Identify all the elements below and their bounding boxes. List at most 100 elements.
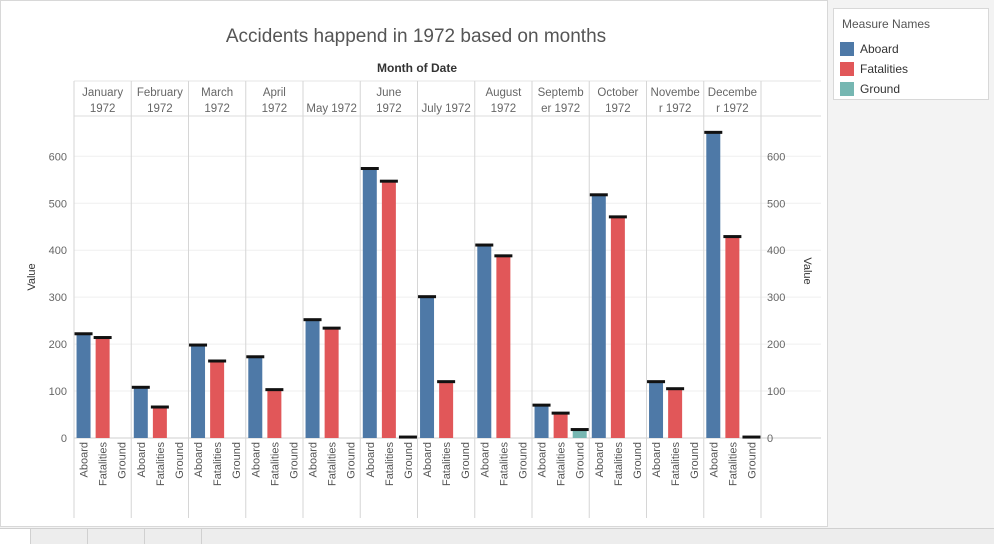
x-tick-label: Aboard bbox=[136, 442, 148, 477]
y-tick-label-left: 0 bbox=[61, 433, 67, 445]
x-tick-label: Ground bbox=[746, 442, 758, 479]
y-axis-label-right: Value bbox=[801, 257, 813, 284]
x-tick-label: Aboard bbox=[594, 442, 606, 477]
x-tick-label: Ground bbox=[460, 442, 472, 479]
legend-swatch-aboard bbox=[840, 42, 854, 56]
y-tick-label-left: 600 bbox=[49, 151, 67, 163]
bar-reference-line bbox=[437, 380, 456, 384]
x-tick-label: Fatalities bbox=[727, 442, 739, 487]
legend-label-aboard: Aboard bbox=[860, 42, 899, 56]
y-tick-label-right: 500 bbox=[767, 198, 785, 210]
legend: Measure Names Aboard Fatalities Ground bbox=[833, 8, 989, 100]
bar-fatalities bbox=[324, 328, 339, 438]
x-tick-label: Ground bbox=[117, 442, 129, 479]
y-tick-label-right: 600 bbox=[767, 151, 785, 163]
x-tick-label: Fatalities bbox=[556, 442, 568, 487]
bar-aboard bbox=[191, 345, 206, 438]
bar-fatalities bbox=[496, 255, 511, 438]
x-tick-label: Fatalities bbox=[327, 442, 339, 487]
bar-reference-line bbox=[666, 387, 685, 391]
x-tick-label: Ground bbox=[346, 442, 358, 479]
bar-reference-line bbox=[208, 359, 227, 363]
y-tick-label-right: 100 bbox=[767, 386, 785, 398]
bar-reference-line bbox=[74, 332, 93, 336]
chart-title: Accidents happend in 1972 based on month… bbox=[226, 26, 606, 47]
bar-aboard bbox=[706, 132, 721, 438]
bar-fatalities bbox=[553, 413, 568, 438]
sheet-tab[interactable] bbox=[30, 529, 88, 544]
bar-reference-line bbox=[93, 336, 112, 340]
x-tick-label: Ground bbox=[575, 442, 587, 479]
x-tick-label: Fatalities bbox=[613, 442, 625, 487]
sheet-tab-bar bbox=[0, 528, 994, 544]
bar-aboard bbox=[133, 387, 148, 438]
month-header: June bbox=[376, 87, 401, 99]
bar-reference-line bbox=[189, 343, 208, 347]
bar-aboard bbox=[305, 319, 320, 438]
bar-fatalities bbox=[668, 388, 683, 438]
month-header: 1972 bbox=[204, 103, 230, 115]
x-tick-label: Aboard bbox=[250, 442, 262, 477]
x-tick-label: Ground bbox=[632, 442, 644, 479]
x-tick-label: Fatalities bbox=[498, 442, 510, 487]
bar-reference-line bbox=[418, 295, 437, 299]
legend-item-fatalities[interactable]: Fatalities bbox=[840, 61, 908, 77]
y-tick-label-right: 200 bbox=[767, 339, 785, 351]
y-tick-label-left: 300 bbox=[49, 292, 67, 304]
x-tick-label: Ground bbox=[288, 442, 300, 479]
x-tick-label: Aboard bbox=[479, 442, 491, 477]
bar-aboard bbox=[534, 405, 549, 438]
x-tick-label: Aboard bbox=[651, 442, 663, 477]
legend-swatch-ground bbox=[840, 82, 854, 96]
legend-title: Measure Names bbox=[842, 17, 931, 31]
x-tick-label: Fatalities bbox=[269, 442, 281, 487]
bar-aboard bbox=[420, 296, 435, 438]
bar-fatalities bbox=[439, 381, 454, 438]
bar-reference-line bbox=[246, 355, 265, 359]
sheet-tab[interactable] bbox=[87, 529, 145, 544]
bar-reference-line bbox=[322, 326, 341, 330]
column-header: Month of Date bbox=[377, 61, 457, 75]
bar-fatalities bbox=[725, 236, 740, 438]
y-tick-label-left: 500 bbox=[49, 198, 67, 210]
bar-reference-line bbox=[532, 403, 551, 407]
bar-fatalities bbox=[267, 389, 282, 438]
bar-aboard bbox=[591, 194, 606, 438]
y-tick-label-right: 0 bbox=[767, 433, 773, 445]
bar-fatalities bbox=[610, 216, 625, 438]
month-header: January bbox=[82, 87, 123, 99]
x-tick-label: Aboard bbox=[308, 442, 320, 477]
bar-aboard bbox=[76, 333, 91, 438]
bar-aboard bbox=[248, 356, 263, 438]
bar-reference-line bbox=[475, 243, 494, 247]
month-header: 1972 bbox=[147, 103, 173, 115]
bar-reference-line bbox=[647, 380, 666, 384]
x-tick-label: Fatalities bbox=[155, 442, 167, 487]
sheet-tab[interactable] bbox=[0, 529, 31, 544]
month-header: Septemb bbox=[538, 87, 584, 99]
bar-reference-line bbox=[303, 318, 322, 322]
legend-item-ground[interactable]: Ground bbox=[840, 81, 900, 97]
bar-fatalities bbox=[95, 337, 110, 438]
sheet-tab[interactable] bbox=[144, 529, 202, 544]
month-header: February bbox=[137, 87, 183, 99]
x-tick-label: Aboard bbox=[193, 442, 205, 477]
bar-reference-line bbox=[265, 388, 284, 392]
bar-reference-line bbox=[551, 411, 570, 415]
bar-reference-line bbox=[742, 435, 761, 439]
bar-fatalities bbox=[210, 361, 225, 438]
legend-swatch-fatalities bbox=[840, 62, 854, 76]
bar-fatalities bbox=[381, 181, 396, 438]
bar-aboard bbox=[362, 168, 377, 438]
bar-chart: Accidents happend in 1972 based on month… bbox=[26, 26, 821, 518]
x-tick-label: Ground bbox=[403, 442, 415, 479]
x-tick-label: Ground bbox=[517, 442, 529, 479]
month-header: r 1972 bbox=[659, 103, 692, 115]
bar-ground bbox=[572, 429, 587, 438]
x-tick-label: Aboard bbox=[422, 442, 434, 477]
y-tick-label-right: 300 bbox=[767, 292, 785, 304]
legend-item-aboard[interactable]: Aboard bbox=[840, 41, 899, 57]
x-tick-label: Fatalities bbox=[212, 442, 224, 487]
x-tick-label: Fatalities bbox=[441, 442, 453, 487]
bar-reference-line bbox=[723, 235, 742, 239]
